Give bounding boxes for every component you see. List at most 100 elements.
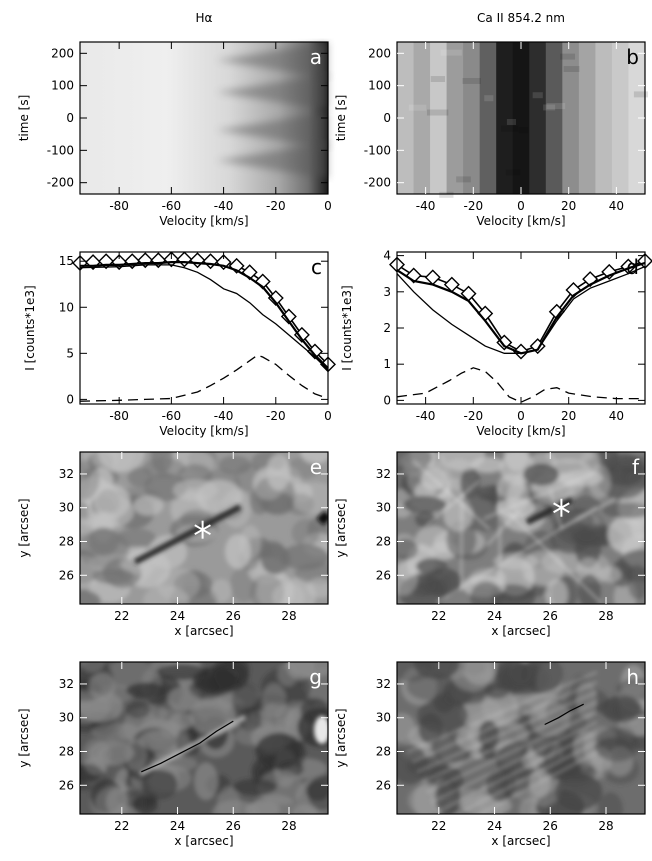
panel-b-image [397, 42, 649, 198]
panel-d-series-thin [396, 265, 646, 354]
panel-f-xlabel: x [arcsec] [491, 624, 550, 638]
panel-g-frame [79, 661, 329, 815]
panel-h-ytick-label: 30 [376, 711, 391, 725]
panel-a-ytick-label: 200 [51, 46, 74, 60]
panel-h-xtick-label: 22 [431, 819, 446, 833]
panel-c-series-dashed [79, 354, 329, 402]
panel-e-ytick-label: 32 [59, 467, 74, 481]
panel-b-ytick-label: 100 [368, 79, 391, 93]
panel-d-ytick-label: 4 [383, 249, 391, 263]
panel-e-xtick-label: 24 [170, 609, 185, 623]
panel-e-ytick-label: 26 [59, 568, 74, 582]
panel-a-xlabel: Velocity [km/s] [159, 214, 248, 228]
panel-b-xlabel: Velocity [km/s] [476, 214, 565, 228]
panel-e-image [80, 452, 328, 604]
panel-a-xtick-label: -20 [266, 199, 286, 213]
panel-g: 22 24 26 28 26 28 30 32 x [arcsec] y [arcsec] g [17, 661, 329, 848]
panel-a-xtick-label: -80 [109, 199, 129, 213]
panel-c-diamond-point [189, 252, 206, 269]
panel-h-frame [396, 661, 646, 815]
panel-c-ytick-label: 15 [59, 254, 74, 268]
panel-f-ytick-label: 32 [376, 467, 391, 481]
panel-g-xtick-label: 24 [170, 819, 185, 833]
panel-h-trace-line [544, 703, 584, 726]
panel-a-ytick-label: 100 [51, 79, 74, 93]
panel-c-xtick-label: -40 [214, 409, 234, 423]
panel-d-xtick-label: -40 [416, 409, 436, 423]
panel-b-ytick-label: -200 [364, 176, 391, 190]
panel-e-xtick-label: 28 [281, 609, 296, 623]
panel-a-ytick-label: -200 [47, 176, 74, 190]
panel-c-ytick-label: 5 [66, 346, 74, 360]
panel-b-xtick-label: -20 [464, 199, 484, 213]
panel-c-xtick-label: -20 [266, 409, 286, 423]
panel-g-image [80, 662, 328, 814]
panel-b-xtick-label: 20 [561, 199, 576, 213]
panel-d-xtick-label: 0 [517, 409, 525, 423]
panel-e: 22 24 26 28 26 28 30 32 x [arcsec] y [arcsec] e [17, 451, 329, 638]
panel-f-ylabel: y [arcsec] [334, 498, 348, 557]
panel-d-ytick-label: 0 [383, 393, 391, 407]
panel-c-diamond-point [202, 253, 219, 270]
panel-b-ylabel: time [s] [334, 95, 348, 142]
panel-c-letter: c [311, 255, 322, 279]
panel-a-image [80, 42, 328, 194]
panel-a-xtick-label: -60 [162, 199, 182, 213]
panel-c-xtick-label: -60 [162, 409, 182, 423]
panel-f-ytick-label: 28 [376, 535, 391, 549]
panel-a-ylabel: time [s] [17, 95, 31, 142]
panel-h-letter: h [626, 665, 639, 689]
panel-b-ytick-label: 200 [368, 46, 391, 60]
panel-c-xlabel: Velocity [km/s] [159, 424, 248, 438]
panel-f-ytick-label: 30 [376, 501, 391, 515]
panel-h-ytick-label: 32 [376, 677, 391, 691]
panel-e-letter: e [310, 455, 322, 479]
panel-d-ylabel: I [counts*1e3] [340, 285, 354, 370]
panel-f-xtick-label: 28 [598, 609, 613, 623]
panel-h-xlabel: x [arcsec] [491, 834, 550, 848]
panel-h-image [397, 662, 645, 814]
panel-d-ytick-label: 1 [383, 357, 391, 371]
panel-e-ytick-label: 30 [59, 501, 74, 515]
panel-c-ytick-label: 10 [59, 300, 74, 314]
panel-h: 22 24 26 28 26 28 30 32 x [arcsec] y [arcsec] h [334, 661, 646, 848]
panel-d-plot [389, 253, 652, 403]
panel-c-ytick-label: 0 [66, 392, 74, 406]
panel-h-xtick-label: 24 [487, 819, 502, 833]
panel-d-ytick-label: 2 [383, 321, 391, 335]
panel-b-xtick-label: -40 [416, 199, 436, 213]
panel-c-xtick-label: 0 [324, 409, 332, 423]
panel-a-ytick-label: -100 [47, 143, 74, 157]
panel-c-series-thin [79, 264, 329, 371]
panel-f-asterisk-marker [553, 498, 570, 517]
panel-g-xtick-label: 26 [226, 819, 241, 833]
panel-g-xtick-label: 22 [114, 819, 129, 833]
panel-b-xtick-label: 40 [609, 199, 624, 213]
panel-b-ytick-label: -100 [364, 143, 391, 157]
panel-g-ytick-label: 26 [59, 778, 74, 792]
panel-d-xtick-label: -20 [464, 409, 484, 423]
panel-e-xlabel: x [arcsec] [174, 624, 233, 638]
panel-a-xtick-label: 0 [324, 199, 332, 213]
panel-d: -40 -20 0 20 40 0 1 2 3 4 Velocity [km/s] I [counts… [340, 249, 652, 438]
col-title-halpha: Hα [196, 11, 213, 25]
panel-d-ytick-label: 3 [383, 285, 391, 299]
panel-f-image [397, 452, 645, 604]
panel-e-asterisk-marker [194, 520, 211, 539]
panel-d-xlabel: Velocity [km/s] [476, 424, 565, 438]
panel-h-ylabel: y [arcsec] [334, 708, 348, 767]
panel-f-xtick-label: 22 [431, 609, 446, 623]
panel-d-diamond-point [424, 269, 441, 286]
panel-b-letter: b [626, 45, 639, 69]
panel-f-frame [396, 451, 646, 605]
panel-e-xtick-label: 22 [114, 609, 129, 623]
panel-c-diamond-point [176, 251, 193, 268]
panel-g-xlabel: x [arcsec] [174, 834, 233, 848]
panel-f: 22 24 26 28 26 28 30 32 x [arcsec] y [arcsec] f [334, 451, 646, 638]
panel-d-letter: d [626, 255, 639, 279]
panel-c-ylabel: I [counts*1e3] [23, 285, 37, 370]
panel-f-letter: f [632, 455, 640, 479]
